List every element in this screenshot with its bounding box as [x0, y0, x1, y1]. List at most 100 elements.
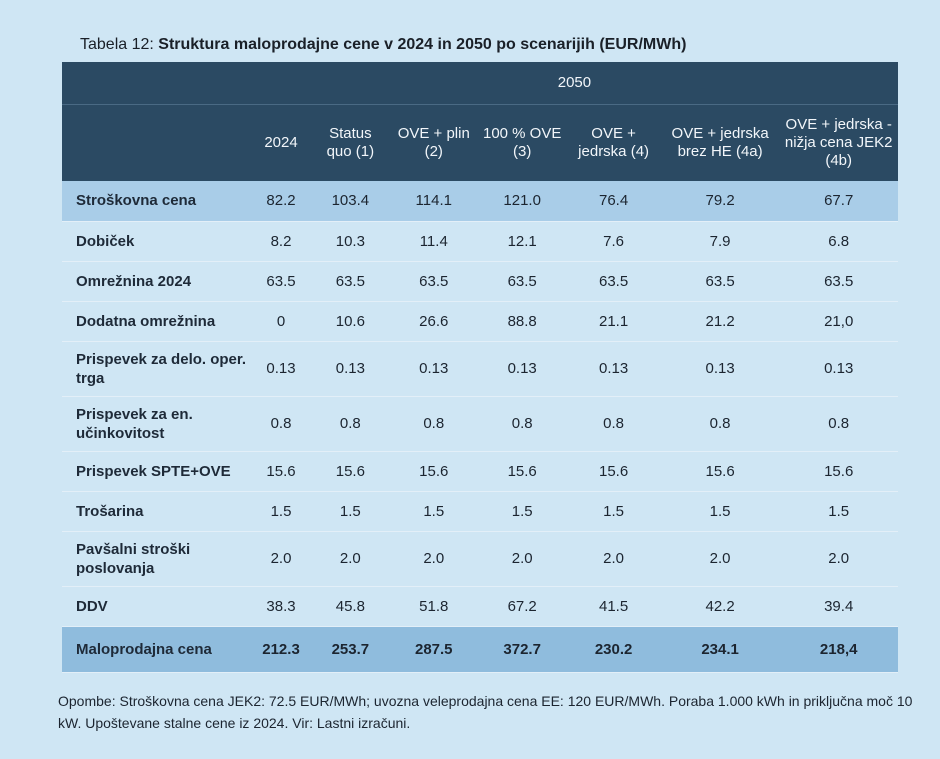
table-row: Prispevek za delo. oper. trga 0.13 0.13 0.1… — [62, 341, 898, 397]
cell-value: 2.0 — [660, 531, 780, 587]
cell-value: 0.8 — [477, 396, 567, 452]
cell-value: 0.8 — [389, 396, 478, 452]
table-row: DDV 38.3 45.8 51.8 67.2 41.5 42.2 39.4 — [62, 586, 898, 627]
cell-value: 63.5 — [477, 261, 567, 302]
cell-value: 15.6 — [311, 451, 390, 492]
table-row: Dobiček 8.2 10.3 11.4 12.1 7.6 7.9 6.8 — [62, 221, 898, 262]
cell-value: 67.2 — [477, 586, 567, 627]
row-label: DDV — [62, 586, 251, 627]
cell-value: 1.5 — [250, 491, 312, 532]
cell-value: 1.5 — [389, 491, 478, 532]
table-row: Omrežnina 2024 63.5 63.5 63.5 63.5 63.5 63.5 63… — [62, 261, 898, 302]
table-row: Pavšalni stroški poslovanja 2.0 2.0 2.0 2.0 2… — [62, 531, 898, 587]
table-row: Maloprodajna cena 212.3 253.7 287.5 372.7 230… — [62, 626, 898, 673]
corner-cell — [62, 62, 251, 105]
row-label: Prispevek za delo. oper. trga — [62, 341, 251, 397]
cell-value: 0.8 — [250, 396, 312, 452]
table-row: Dodatna omrežnina 0 10.6 26.6 88.8 21.1 21.2 21… — [62, 301, 898, 342]
table-caption: Tabela 12: Struktura maloprodajne cene v… — [80, 36, 686, 54]
column-header: OVE + jedrska - nižja cena JEK2 (4b) — [779, 104, 898, 181]
cell-value: 1.5 — [477, 491, 567, 532]
cell-value: 63.5 — [660, 261, 780, 302]
cell-value: 0.8 — [566, 396, 661, 452]
cell-value: 63.5 — [311, 261, 390, 302]
cell-value: 2.0 — [389, 531, 478, 587]
cell-value: 21.1 — [566, 301, 661, 342]
row-label: Dobiček — [62, 221, 251, 262]
cell-value: 15.6 — [477, 451, 567, 492]
row-label: Trošarina — [62, 491, 251, 532]
row-label: Pavšalni stroški poslovanja — [62, 531, 251, 587]
cell-value: 0.13 — [311, 341, 390, 397]
column-header: OVE + jedrska brez HE (4a) — [660, 104, 780, 181]
cell-value: 63.5 — [250, 261, 312, 302]
cell-value: 0.13 — [566, 341, 661, 397]
cell-value: 0.8 — [311, 396, 390, 452]
cell-value: 0.13 — [477, 341, 567, 397]
cell-value: 8.2 — [250, 221, 312, 262]
column-header: Status quo (1) — [311, 104, 390, 181]
cell-value: 42.2 — [660, 586, 780, 627]
cell-value: 287.5 — [389, 626, 478, 673]
cell-value: 82.2 — [250, 181, 312, 222]
cell-value: 67.7 — [779, 181, 898, 222]
price-structure-table: 2050 2024 Status quo (1) OVE + plin (2) 100… — [62, 62, 898, 673]
group-header: 2050 — [250, 62, 898, 105]
column-header: OVE + jedrska (4) — [566, 104, 661, 181]
row-label: Omrežnina 2024 — [62, 261, 251, 302]
cell-value: 230.2 — [566, 626, 661, 673]
column-header: OVE + plin (2) — [389, 104, 478, 181]
cell-value: 2.0 — [311, 531, 390, 587]
cell-value: 15.6 — [660, 451, 780, 492]
cell-value: 212.3 — [250, 626, 312, 673]
cell-value: 2.0 — [477, 531, 567, 587]
cell-value: 0.13 — [779, 341, 898, 397]
cell-value: 15.6 — [250, 451, 312, 492]
cell-value: 38.3 — [250, 586, 312, 627]
cell-value: 15.6 — [566, 451, 661, 492]
cell-value: 0.13 — [250, 341, 312, 397]
column-header: 2024 — [250, 104, 312, 181]
cell-value: 10.3 — [311, 221, 390, 262]
cell-value: 76.4 — [566, 181, 661, 222]
cell-value: 103.4 — [311, 181, 390, 222]
row-label: Maloprodajna cena — [62, 626, 251, 673]
cell-value: 63.5 — [566, 261, 661, 302]
cell-value: 12.1 — [477, 221, 567, 262]
row-label: Dodatna omrežnina — [62, 301, 251, 342]
cell-value: 121.0 — [477, 181, 567, 222]
cell-value: 1.5 — [566, 491, 661, 532]
cell-value: 0.13 — [660, 341, 780, 397]
cell-value: 41.5 — [566, 586, 661, 627]
cell-value: 0.8 — [660, 396, 780, 452]
cell-value: 39.4 — [779, 586, 898, 627]
cell-value: 2.0 — [566, 531, 661, 587]
row-label: Prispevek za en. učinkovitost — [62, 396, 251, 452]
cell-value: 7.6 — [566, 221, 661, 262]
cell-value: 15.6 — [779, 451, 898, 492]
label-header — [62, 104, 251, 181]
row-label: Stroškovna cena — [62, 181, 251, 222]
cell-value: 11.4 — [389, 221, 478, 262]
cell-value: 10.6 — [311, 301, 390, 342]
column-header: 100 % OVE (3) — [477, 104, 567, 181]
cell-value: 2.0 — [779, 531, 898, 587]
cell-value: 1.5 — [660, 491, 780, 532]
table-notes: Opombe: Stroškovna cena JEK2: 72.5 EUR/M… — [58, 693, 913, 731]
cell-value: 0.13 — [389, 341, 478, 397]
cell-value: 114.1 — [389, 181, 478, 222]
cell-value: 63.5 — [779, 261, 898, 302]
caption-prefix: Tabela 12: — [80, 36, 159, 53]
cell-value: 26.6 — [389, 301, 478, 342]
cell-value: 253.7 — [311, 626, 390, 673]
cell-value: 45.8 — [311, 586, 390, 627]
table-row: Prispevek SPTE+OVE 15.6 15.6 15.6 15.6 15.6 15… — [62, 451, 898, 492]
table-row: Prispevek za en. učinkovitost 0.8 0.8 0.8 0.… — [62, 396, 898, 452]
cell-value: 1.5 — [311, 491, 390, 532]
table-row: Trošarina 1.5 1.5 1.5 1.5 1.5 1.5 1.5 — [62, 491, 898, 532]
row-label: Prispevek SPTE+OVE — [62, 451, 251, 492]
cell-value: 0.8 — [779, 396, 898, 452]
cell-value: 0 — [250, 301, 312, 342]
cell-value: 7.9 — [660, 221, 780, 262]
cell-value: 1.5 — [779, 491, 898, 532]
